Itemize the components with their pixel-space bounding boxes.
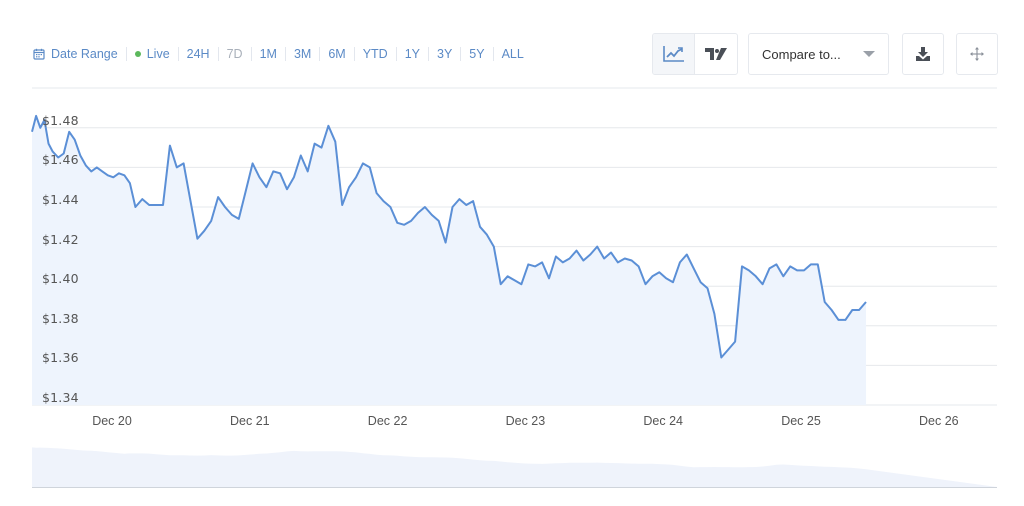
y-axis-label: $1.42 xyxy=(42,231,79,247)
compare-dropdown[interactable]: Compare to... xyxy=(748,33,889,75)
range-1y[interactable]: 1Y xyxy=(395,47,428,61)
x-axis-label: Dec 24 xyxy=(643,414,683,428)
range-3m[interactable]: 3M xyxy=(284,47,319,61)
navigator-area xyxy=(32,447,997,488)
y-axis-label: $1.46 xyxy=(42,152,79,168)
download-icon xyxy=(916,47,930,61)
range-6m[interactable]: 6M xyxy=(319,47,353,61)
date-range-button[interactable]: Date Range xyxy=(33,47,126,61)
x-axis-label: Dec 20 xyxy=(92,414,132,428)
x-axis-label: Dec 26 xyxy=(918,414,959,428)
y-axis-label: $1.38 xyxy=(42,310,79,326)
line-chart-button[interactable] xyxy=(653,34,696,74)
download-button[interactable] xyxy=(902,33,944,75)
live-button[interactable]: Live xyxy=(125,47,178,61)
range-24h[interactable]: 24H xyxy=(177,47,218,61)
price-line xyxy=(31,114,867,359)
move-arrows-icon xyxy=(970,47,984,61)
range-7d[interactable]: 7D xyxy=(217,47,251,61)
tradingview-button[interactable] xyxy=(695,34,737,74)
y-axis-label: $1.34 xyxy=(42,390,79,405)
line-chart-icon xyxy=(662,46,684,62)
navigator-area-fill xyxy=(32,447,997,487)
x-axis-label: Dec 23 xyxy=(505,414,546,428)
x-axis-label: Dec 25 xyxy=(781,414,821,428)
x-axis-label: Dec 22 xyxy=(367,414,408,428)
range-all[interactable]: ALL xyxy=(492,47,532,61)
compare-placeholder: Compare to... xyxy=(762,46,841,62)
date-range-label: Date Range xyxy=(51,47,118,61)
range-5y[interactable]: 5Y xyxy=(460,47,492,61)
range-selector: Date Range Live 24H 7D 1M 3M 6M YTD 1Y 3… xyxy=(33,44,532,64)
tradingview-icon xyxy=(705,47,727,60)
live-label: Live xyxy=(146,47,170,61)
range-3y[interactable]: 3Y xyxy=(428,47,460,61)
y-axis-label: $1.40 xyxy=(42,271,79,287)
range-ytd[interactable]: YTD xyxy=(353,47,396,61)
chart-type-toggle xyxy=(652,33,738,75)
live-indicator-icon xyxy=(134,51,141,57)
x-axis-label: Dec 21 xyxy=(229,414,270,428)
chevron-down-icon xyxy=(863,51,875,57)
range-1m[interactable]: 1M xyxy=(250,47,285,61)
calendar-icon xyxy=(33,48,45,60)
y-axis-label: $1.36 xyxy=(42,350,79,366)
pan-button[interactable] xyxy=(956,33,998,75)
y-axis-label: $1.48 xyxy=(42,112,79,128)
y-axis-label: $1.44 xyxy=(42,192,79,207)
price-area-fill xyxy=(32,115,867,406)
